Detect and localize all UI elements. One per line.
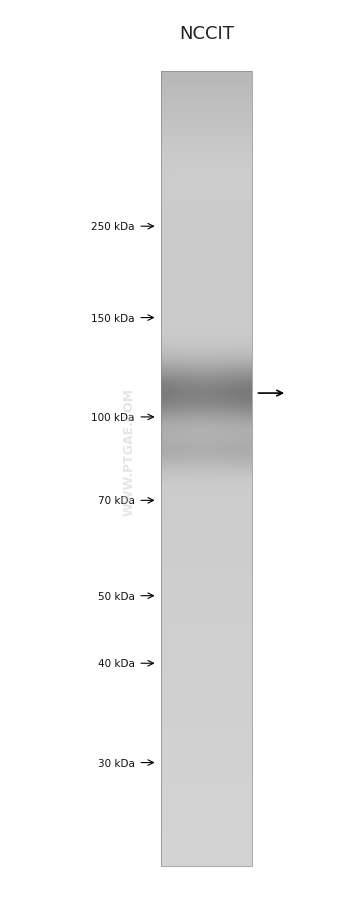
Text: NCCIT: NCCIT xyxy=(179,25,234,43)
Text: 50 kDa: 50 kDa xyxy=(98,591,135,601)
Text: 40 kDa: 40 kDa xyxy=(98,658,135,668)
Text: WWW.PTGAE.COM: WWW.PTGAE.COM xyxy=(123,387,136,515)
Text: 70 kDa: 70 kDa xyxy=(98,496,135,506)
Text: 30 kDa: 30 kDa xyxy=(98,758,135,768)
Text: 150 kDa: 150 kDa xyxy=(91,313,135,323)
Bar xyxy=(161,72,252,866)
Text: 250 kDa: 250 kDa xyxy=(91,222,135,232)
Text: 100 kDa: 100 kDa xyxy=(91,412,135,422)
